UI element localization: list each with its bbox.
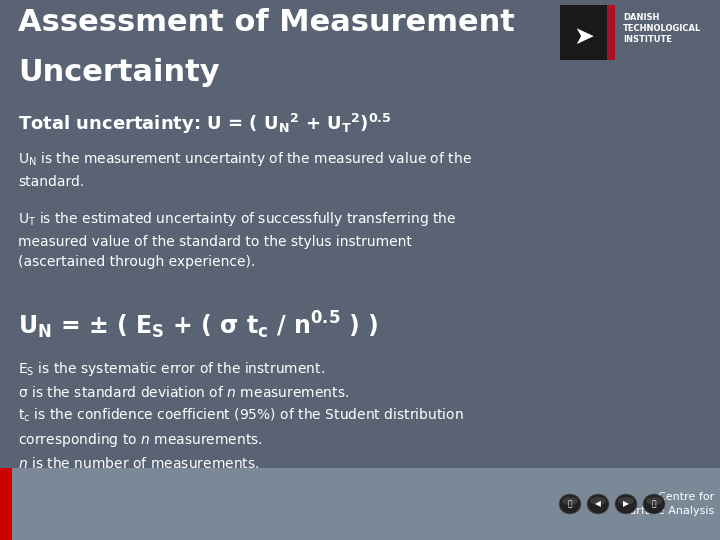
Text: DANISH
TECHNOLOGICAL
INSTITUTE: DANISH TECHNOLOGICAL INSTITUTE <box>623 13 701 44</box>
Text: Uncertainty: Uncertainty <box>18 58 220 87</box>
Text: ⏮: ⏮ <box>567 500 572 509</box>
Text: ▶: ▶ <box>623 500 629 509</box>
Ellipse shape <box>590 497 606 505</box>
Ellipse shape <box>643 494 665 514</box>
Ellipse shape <box>618 497 634 505</box>
Text: E$_\mathregular{S}$ is the systematic error of the instrument.
σ is the standard: E$_\mathregular{S}$ is the systematic er… <box>18 360 464 471</box>
Bar <box>0 468 12 540</box>
Bar <box>560 5 615 60</box>
Text: U$_\mathregular{T}$ is the estimated uncertainty of successfully transferring th: U$_\mathregular{T}$ is the estimated unc… <box>18 210 456 269</box>
Ellipse shape <box>646 497 662 505</box>
Text: Assessment of Measurement: Assessment of Measurement <box>18 8 515 37</box>
Text: U$_\mathregular{N}$ = ± ( E$_\mathregular{S}$ + ( σ t$_\mathregular{c}$ / n$^{\m: U$_\mathregular{N}$ = ± ( E$_\mathregula… <box>18 310 378 341</box>
Ellipse shape <box>559 494 581 514</box>
Bar <box>0 468 720 540</box>
Text: Total uncertainty: U = ( U$_\mathregular{N}$$^{\mathregular{2}}$ + U$_\mathregul: Total uncertainty: U = ( U$_\mathregular… <box>18 112 392 136</box>
Text: Centre for
Surface Analysis: Centre for Surface Analysis <box>622 492 714 516</box>
Ellipse shape <box>587 494 609 514</box>
Ellipse shape <box>615 494 637 514</box>
Ellipse shape <box>562 497 578 505</box>
Bar <box>607 5 615 60</box>
Text: ➤: ➤ <box>573 24 594 49</box>
Text: U$_\mathregular{N}$ is the measurement uncertainty of the measured value of the
: U$_\mathregular{N}$ is the measurement u… <box>18 150 472 188</box>
Text: ⏭: ⏭ <box>652 500 657 509</box>
Text: ◀: ◀ <box>595 500 601 509</box>
